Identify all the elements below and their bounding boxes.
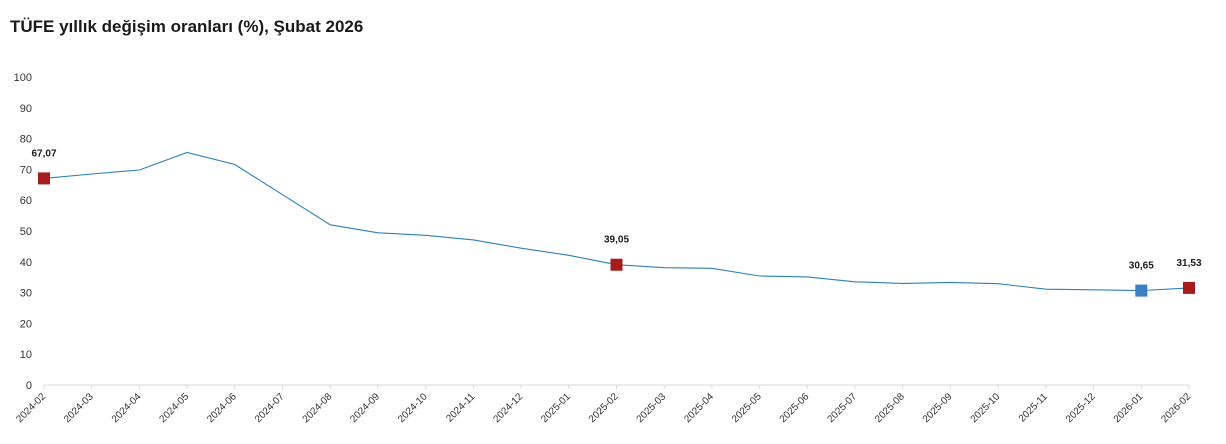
x-tick-label: 2025-07 [825,391,859,425]
x-tick-label: 2025-04 [682,391,716,425]
data-label: 67,07 [31,148,56,159]
data-point-marker [1135,284,1148,297]
x-tick-label: 2025-08 [873,391,907,425]
x-tick-label: 2025-02 [587,391,621,425]
data-point-marker [610,258,623,271]
x-tick-label: 2024-07 [253,391,287,425]
x-tick-label: 2024-10 [396,391,430,425]
x-tick-label: 2025-11 [1017,391,1051,425]
x-tick-label: 2025-10 [969,391,1003,425]
x-tick-label: 2025-12 [1064,391,1098,425]
x-tick-label: 2024-03 [62,391,96,425]
x-tick-label: 2025-03 [635,391,669,425]
highlight-markers [38,172,1195,297]
y-tick-label: 20 [20,318,32,330]
y-tick-label: 80 [20,134,32,146]
x-tick-label: 2024-02 [14,391,48,425]
data-point-marker [1183,281,1195,294]
data-labels: 67,07 39,05 30,65 31,53 [31,148,1201,271]
x-tick-label: 2025-01 [539,391,573,425]
y-axis: 0 10 20 30 40 50 60 70 80 90 100 [14,72,32,392]
data-point-marker [38,172,50,185]
y-tick-label: 50 [20,226,32,238]
y-tick-label: 0 [26,380,32,392]
y-tick-label: 40 [20,257,32,269]
x-tick-label: 2024-04 [110,391,144,425]
x-tick-label: 2024-05 [158,391,192,425]
y-tick-label: 60 [20,195,32,207]
x-tick-label: 2026-01 [1112,391,1146,425]
data-label: 39,05 [604,235,629,246]
x-tick-label: 2026-02 [1159,391,1193,425]
x-tick-label: 2024-06 [205,391,239,425]
data-label: 30,65 [1129,261,1154,272]
x-tick-label: 2025-06 [778,391,812,425]
x-tick-label: 2024-09 [348,391,382,425]
y-tick-label: 100 [14,72,32,84]
chart-title: TÜFE yıllık değişim oranları (%), Şubat … [10,17,364,36]
x-tick-label: 2024-11 [444,391,478,425]
x-tick-label: 2025-05 [730,391,764,425]
y-tick-label: 30 [20,288,32,300]
y-tick-label: 10 [20,349,32,361]
x-axis: 2024-02 2024-03 2024-04 2024-05 2024-06 2024-… [14,384,1193,425]
x-tick-label: 2025-09 [921,391,955,425]
x-tick-label: 2024-12 [491,391,525,425]
y-tick-label: 90 [20,103,32,115]
x-tick-label: 2024-08 [301,391,335,425]
y-tick-label: 70 [20,164,32,176]
data-label: 31,53 [1176,258,1201,269]
